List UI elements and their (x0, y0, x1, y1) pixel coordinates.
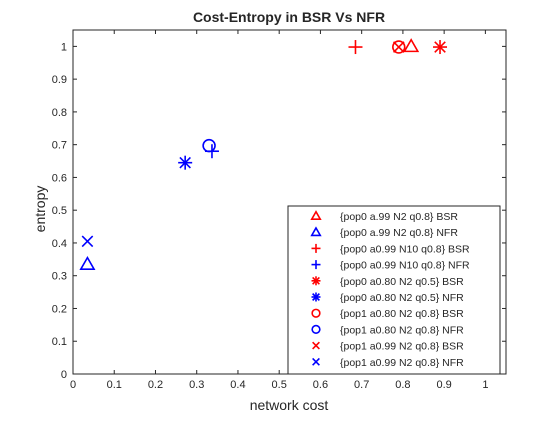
legend-marker-triangle (310, 226, 322, 237)
legend-marker-asterisk (311, 292, 321, 302)
y-tick-label: 0.9 (52, 74, 67, 86)
data-points (79, 38, 448, 271)
legend-entry-label: {pop0 a0.99 N10 q0.8} NFR (340, 260, 470, 272)
data-point-x-9 (81, 235, 94, 248)
x-tick-label: 0.2 (148, 379, 163, 391)
legend-marker-circle (311, 324, 321, 335)
legend-entry-label: {pop0 a.99 N2 q0.8} BSR (340, 211, 458, 223)
x-tick-label: 1 (482, 379, 488, 391)
data-point-plus-2 (348, 40, 363, 55)
legend-entry-label: {pop1 a0.99 N2 q0.8} BSR (340, 341, 464, 353)
legend-marker-x (312, 357, 320, 366)
data-point-asterisk-4 (433, 40, 448, 55)
legend-entry-label: {pop0 a0.80 N2 q0.5} BSR (340, 276, 464, 288)
legend-entry-label: {pop1 a0.99 N2 q0.8} NFR (340, 357, 464, 369)
x-tick-label: 0.5 (272, 379, 287, 391)
y-axis-label: entropy (32, 186, 48, 233)
y-tick-label: 0.4 (52, 238, 67, 250)
data-point-asterisk-5 (178, 155, 193, 170)
legend-marker-plus (311, 243, 321, 253)
legend-entry-label: {pop1 a0.80 N2 q0.8} BSR (340, 308, 464, 320)
y-tick-label: 0.2 (52, 303, 67, 315)
data-point-circle-6 (392, 40, 406, 54)
x-axis-label: network cost (250, 397, 329, 413)
x-tick-label: 0.9 (436, 379, 451, 391)
data-point-triangle-0 (403, 38, 420, 53)
y-tick-label: 0.6 (52, 172, 67, 184)
legend-entry-label: {pop0 a0.99 N10 q0.8} BSR (340, 243, 470, 255)
legend-marker-circle (311, 308, 321, 318)
y-tick-label: 0.8 (52, 107, 67, 119)
legend-marker-triangle (310, 210, 322, 221)
data-point-x-8 (392, 41, 405, 53)
y-tick-label: 0.7 (52, 140, 67, 152)
legend-marker-plus (311, 260, 321, 270)
legend-marker-x (312, 341, 320, 350)
legend: {pop0 a.99 N2 q0.8} BSR {pop0 a.99 N2 q0.… (287, 205, 501, 375)
x-tick-label: 0.3 (189, 379, 204, 391)
y-tick-label: 1 (61, 41, 67, 53)
data-point-circle-7 (202, 138, 216, 153)
x-tick-label: 0.8 (395, 379, 410, 391)
data-point-triangle-1 (79, 255, 96, 271)
y-tick-label: 0.5 (52, 205, 67, 217)
x-tick-label: 0 (70, 379, 76, 391)
chart-title: Cost-Entropy in BSR Vs NFR (193, 9, 385, 25)
y-tick-label: 0.3 (52, 271, 67, 283)
y-tick-label: 0 (61, 369, 67, 381)
x-tick-label: 0.1 (107, 379, 122, 391)
x-tick-label: 0.6 (313, 379, 328, 391)
legend-entry-label: {pop0 a0.80 N2 q0.5} NFR (340, 292, 464, 304)
legend-entry-label: {pop0 a.99 N2 q0.8} NFR (340, 227, 458, 239)
x-tick-label: 0.7 (354, 379, 369, 391)
x-tick-label: 0.4 (230, 379, 245, 391)
y-tick-label: 0.1 (52, 336, 67, 348)
legend-box (287, 205, 501, 375)
legend-marker-asterisk (311, 276, 321, 286)
legend-entry-label: {pop1 a0.80 N2 q0.8} NFR (340, 324, 464, 336)
